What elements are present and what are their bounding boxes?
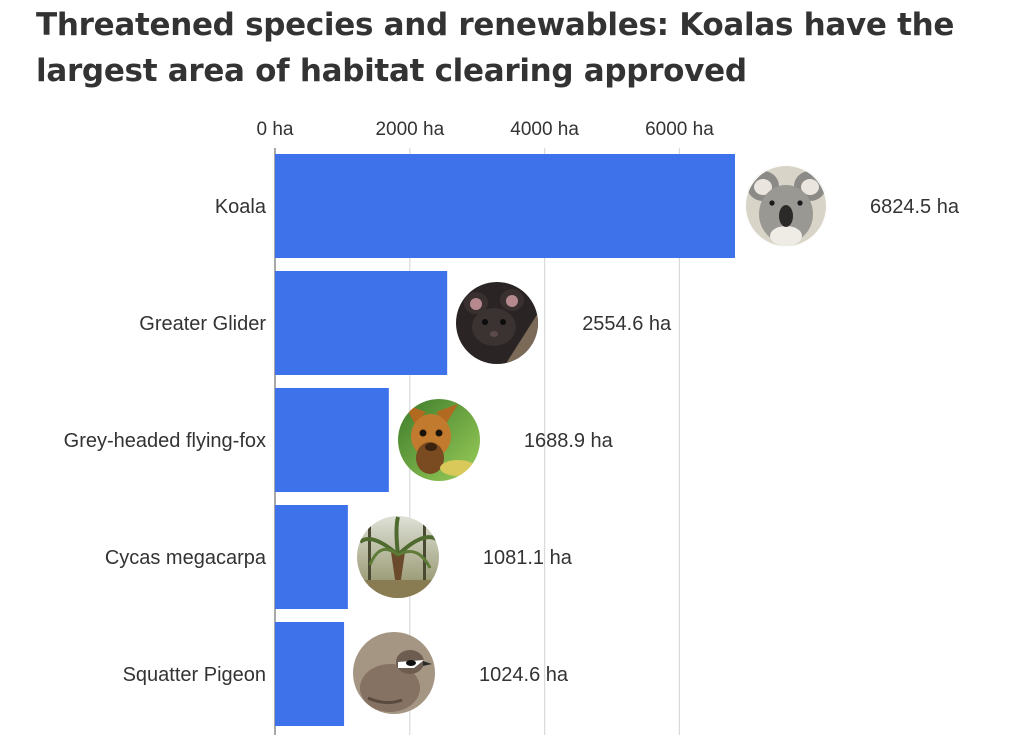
koala-photo	[744, 164, 828, 248]
cycad-photo	[356, 515, 440, 600]
value-label: 2554.6 ha	[582, 313, 672, 335]
bar	[275, 388, 389, 492]
category-label: Cycas megacarpa	[105, 547, 267, 569]
x-tick-label: 4000 ha	[510, 119, 579, 140]
x-tick-label: 0 ha	[257, 119, 294, 140]
category-label: Grey-headed flying-fox	[64, 430, 266, 452]
bar	[275, 622, 344, 726]
bar	[275, 505, 348, 609]
squatter-pigeon-photo	[352, 631, 436, 715]
x-tick-label: 6000 ha	[645, 119, 714, 140]
value-label: 1081.1 ha	[483, 547, 573, 569]
value-label: 6824.5 ha	[870, 196, 960, 218]
greater-glider-photo	[455, 281, 540, 365]
category-labels: Koala Greater Glider Grey-headed flying-fo…	[64, 196, 267, 686]
bar	[275, 154, 735, 258]
bar	[275, 271, 447, 375]
bars	[275, 154, 735, 726]
category-label: Greater Glider	[139, 313, 266, 335]
x-axis-ticks: 0 ha 2000 ha 4000 ha 6000 ha	[257, 119, 715, 140]
value-labels: 6824.5 ha 2554.6 ha 1688.9 ha 1081.1 ha 1024…	[479, 196, 960, 686]
category-label: Koala	[215, 196, 267, 218]
value-label: 1024.6 ha	[479, 664, 569, 686]
value-label: 1688.9 ha	[524, 430, 614, 452]
category-label: Squatter Pigeon	[123, 664, 266, 686]
x-tick-label: 2000 ha	[375, 119, 444, 140]
